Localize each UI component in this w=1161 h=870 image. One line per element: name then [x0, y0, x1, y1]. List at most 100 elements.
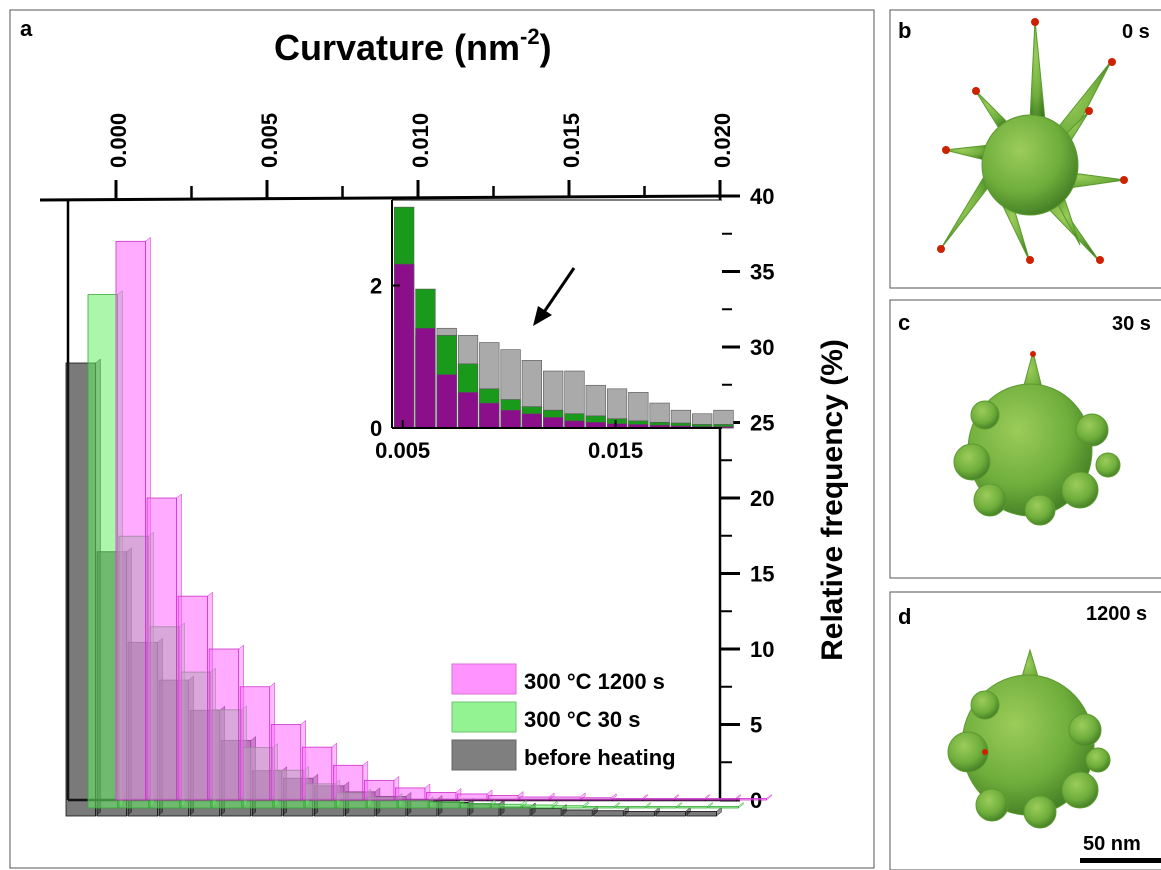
bar-side: [738, 801, 744, 809]
bar: [270, 724, 302, 801]
inset-x-label: 0.015: [588, 438, 643, 463]
panel-b-time: 0 s: [1122, 21, 1150, 43]
inset-arrow: [533, 267, 576, 326]
inset-bar: [479, 402, 500, 429]
bar: [686, 811, 717, 817]
chart-title: Curvature (nm-2): [274, 24, 552, 68]
inset-bar: [500, 409, 521, 429]
bar: [491, 803, 522, 809]
bar: [624, 811, 655, 817]
scale-bar-label: 50 nm: [1083, 833, 1141, 855]
bar: [522, 804, 553, 809]
inset-bar: [415, 327, 436, 429]
panel-c-frame: [889, 299, 1161, 579]
bar: [398, 800, 429, 809]
bar: [708, 806, 739, 809]
histogram-bars: [65, 236, 772, 817]
bar: [584, 806, 615, 809]
inset-x-label: 0.005: [375, 438, 430, 463]
legend-swatch-1200s: [451, 663, 517, 695]
legend-label-1200s: 300 °C 1200 s: [524, 669, 665, 694]
inset-y-label: 2: [370, 274, 382, 299]
bar: [460, 803, 491, 809]
legend: 300 °C 1200 s 300 °C 30 s before heating: [451, 663, 676, 771]
legend-swatch-before: [451, 739, 517, 771]
panel-d-frame: [889, 591, 1161, 870]
panel-c-time: 30 s: [1112, 313, 1151, 335]
bar: [646, 806, 677, 809]
bar: [301, 746, 333, 801]
bar-side: [766, 793, 772, 801]
top-tick-label: 0.000: [106, 113, 131, 168]
y-axis-label: Relative frequency (%): [816, 339, 849, 661]
bar: [550, 796, 581, 801]
inset-bar: [436, 374, 457, 429]
right-tick-label: 40: [750, 184, 774, 209]
bar: [581, 797, 612, 801]
inset-bar: [457, 392, 479, 429]
legend-swatch-30s: [451, 701, 517, 733]
bar: [593, 810, 624, 817]
arrow-head: [533, 306, 552, 326]
bar: [531, 808, 562, 817]
bar: [677, 806, 708, 809]
right-tick-label: 25: [750, 411, 774, 436]
bar-side: [716, 806, 722, 817]
particle-1200s: [947, 648, 1111, 829]
top-tick-label: 0.005: [257, 113, 282, 168]
bar: [239, 686, 271, 801]
particle-30s: [953, 350, 1121, 526]
right-tick-label: 35: [750, 260, 774, 285]
bar: [655, 811, 686, 817]
scale-bar: [1080, 858, 1161, 863]
chart-title-text: Curvature (nm: [274, 27, 520, 68]
bar: [553, 805, 584, 809]
bar: [519, 796, 550, 801]
bar: [208, 648, 240, 801]
right-tick-label: 20: [750, 486, 774, 511]
top-axis-line: [39, 194, 721, 202]
particle-0s: [937, 18, 1128, 264]
panel-d-time: 1200 s: [1086, 603, 1147, 625]
panel-b-letter: b: [898, 18, 911, 43]
right-tick-label: 30: [750, 335, 774, 360]
bar: [146, 497, 177, 801]
bar: [87, 294, 118, 809]
top-tick-label: 0.020: [710, 113, 735, 168]
chart-title-close: ): [540, 27, 552, 68]
panel-a-frame: [9, 9, 875, 869]
spike: [939, 173, 991, 251]
top-axis-ticks: 0.000 0.005 0.010 0.015 0.020: [106, 113, 735, 198]
right-tick-label: 5: [750, 713, 762, 738]
right-tick-label: 15: [750, 562, 774, 587]
inset-bar: [543, 417, 564, 429]
inset-bar: [564, 420, 585, 429]
particle-core: [981, 114, 1079, 216]
spike: [1029, 19, 1046, 121]
bar: [736, 798, 767, 801]
bar: [488, 795, 519, 801]
bar: [332, 764, 364, 801]
panel-b-frame: [889, 9, 1161, 289]
bar: [705, 798, 736, 801]
panel-c-letter: c: [898, 310, 910, 335]
arrow-shaft: [540, 267, 576, 316]
inset-chart: 0 2 0.005 0.015: [370, 199, 734, 464]
right-axis: 0 5 10 15 20 25 30 35 40: [720, 184, 774, 813]
bar: [429, 801, 460, 809]
bar: [395, 787, 426, 801]
panel-d-letter: d: [898, 604, 911, 629]
inset-bars: [394, 206, 734, 429]
bar: [615, 806, 646, 809]
inset-bar: [521, 413, 542, 429]
bar: [457, 793, 488, 801]
right-tick-label: 0: [750, 788, 762, 813]
inset-bar: [394, 263, 415, 429]
inset-ticks: 0 2 0.005 0.015: [370, 274, 643, 464]
bar: [643, 798, 674, 801]
legend-label-before: before heating: [524, 745, 676, 770]
top-tick-label: 0.010: [408, 113, 433, 168]
chart-title-exp: -2: [520, 24, 540, 49]
bar: [426, 792, 457, 801]
